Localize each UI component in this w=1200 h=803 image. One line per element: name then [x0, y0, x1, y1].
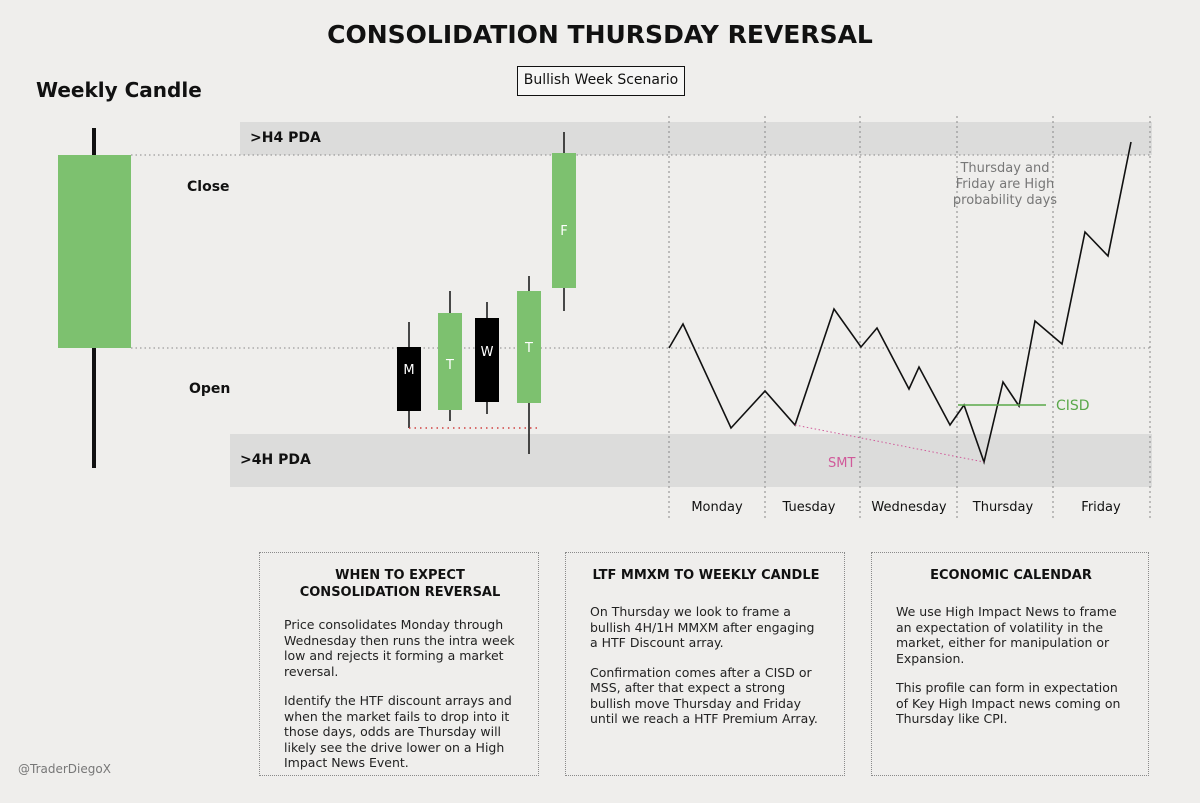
card-paragraph: Confirmation comes after a CISD or MSS, …: [590, 664, 818, 727]
smt-line: [794, 424, 985, 463]
day-label-friday: Friday: [1081, 500, 1121, 515]
daily-candle-body-t2: [517, 291, 541, 403]
daily-candle-body-m: [397, 347, 421, 411]
card-paragraph: This profile can form in expectation of …: [896, 680, 1121, 726]
candle-letter-t2: T: [525, 341, 533, 356]
card-title: ECONOMIC CALENDAR: [930, 568, 1092, 583]
day-label-monday: Monday: [691, 500, 743, 515]
lower-pda-band: [230, 434, 1152, 487]
daily-candle-body-w: [475, 318, 499, 402]
card-title: LTF MMXM TO WEEKLY CANDLE: [592, 568, 820, 583]
upper-pda-band: [240, 122, 1152, 155]
day-label-tuesday: Tuesday: [782, 500, 836, 515]
card-consolidation-reversal: WHEN TO EXPECT CONSOLIDATION REVERSAL Pr…: [259, 552, 539, 776]
high-probability-note: Thursday and Friday are High probability…: [952, 161, 1058, 208]
daily-candle-body-f: [552, 153, 576, 288]
daily-candle-body-t: [438, 313, 462, 410]
card-paragraph: Identify the HTF discount arrays and whe…: [284, 693, 512, 770]
smt-label: SMT: [828, 456, 856, 471]
candle-letter-f: F: [560, 224, 568, 239]
card-paragraph: Price consolidates Monday through Wednes…: [284, 617, 515, 679]
open-label: Open: [189, 381, 231, 397]
candle-letter-t: T: [446, 358, 454, 373]
scenario-badge: Bullish Week Scenario: [517, 66, 685, 96]
page-title: CONSOLIDATION THURSDAY REVERSAL: [327, 20, 873, 49]
lower-pda-label: >4H PDA: [240, 452, 311, 468]
card-ltf-mmxm: LTF MMXM TO WEEKLY CANDLE On Thursday we…: [565, 552, 845, 776]
card-paragraph: We use High Impact News to frame an expe…: [896, 604, 1117, 666]
card-paragraph: On Thursday we look to frame a bullish 4…: [590, 604, 815, 650]
card-economic-calendar: ECONOMIC CALENDAR We use High Impact New…: [871, 552, 1149, 776]
upper-pda-label: >H4 PDA: [250, 130, 321, 146]
weekly-candle-label: Weekly Candle: [36, 78, 202, 102]
day-label-thursday: Thursday: [972, 500, 1034, 515]
day-label-wednesday: Wednesday: [871, 500, 947, 515]
candle-letter-w: W: [480, 345, 494, 360]
weekly-candle-body: [58, 155, 131, 348]
ltf-price-path: [668, 141, 1132, 465]
candle-letter-m: M: [403, 363, 415, 378]
card-title: WHEN TO EXPECT CONSOLIDATION REVERSAL: [299, 568, 501, 600]
cisd-label: CISD: [1056, 398, 1090, 414]
author-handle: @TraderDiegoX: [18, 762, 111, 776]
close-label: Close: [187, 179, 230, 195]
